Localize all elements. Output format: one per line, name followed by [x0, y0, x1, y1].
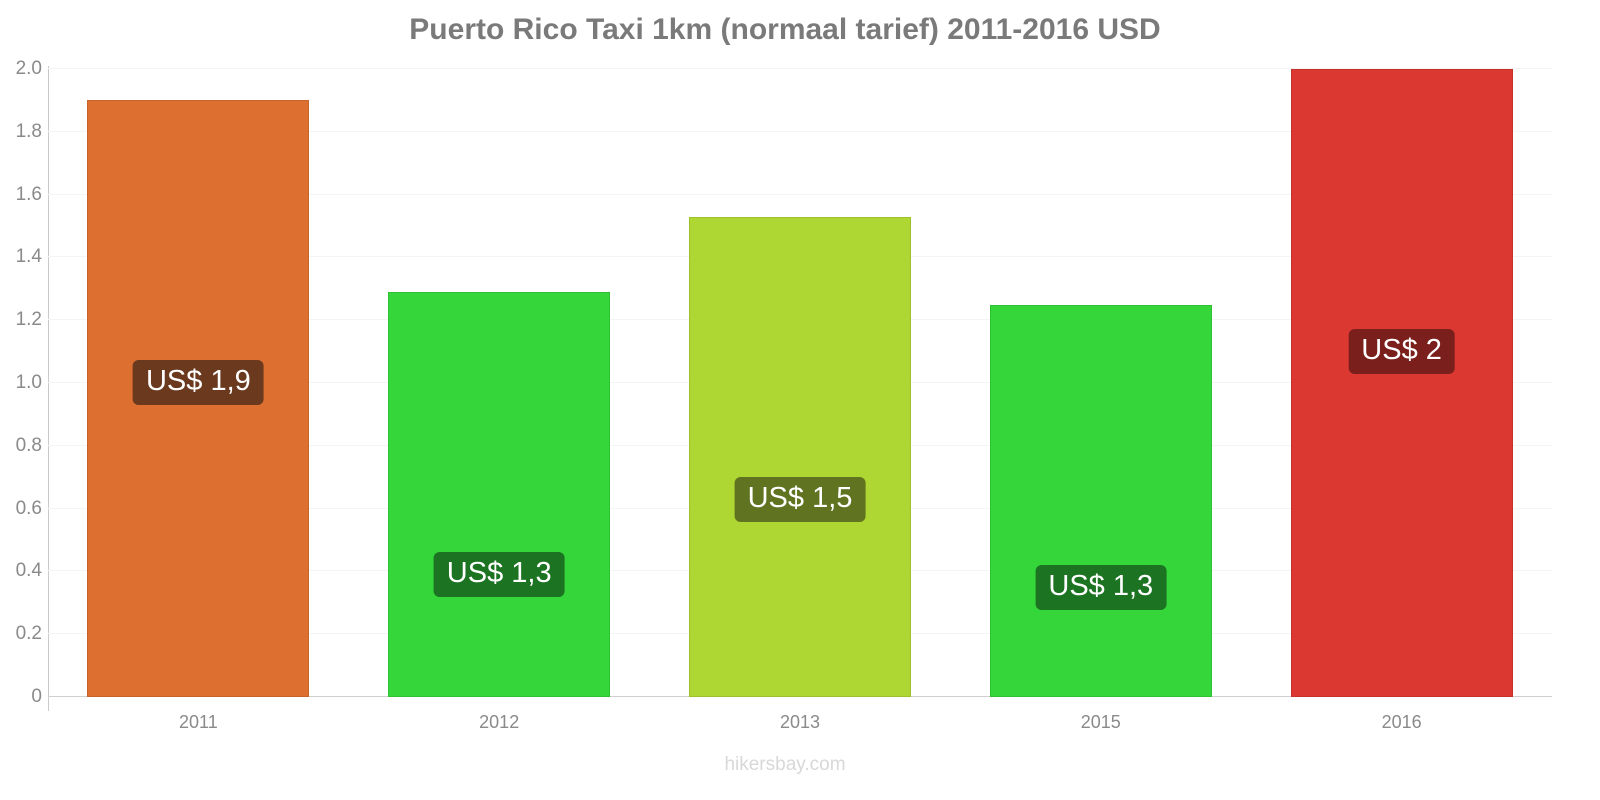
bar[interactable]: US$ 1,3	[989, 304, 1212, 697]
x-tick-label: 2012	[479, 712, 520, 732]
bar[interactable]: US$ 2	[1290, 69, 1513, 697]
y-tick-label: 0.4	[15, 560, 42, 582]
bar-value-label: US$ 1,3	[1035, 564, 1167, 610]
page-title: Puerto Rico Taxi 1km (normaal tarief) 20…	[409, 13, 1161, 46]
bar-value-label: US$ 1,5	[734, 476, 866, 522]
y-tick-label: 2.0	[15, 58, 42, 79]
gridline	[48, 68, 1552, 69]
x-tick-label: 2011	[179, 712, 218, 732]
y-tick-label: 0.6	[15, 497, 42, 519]
bar[interactable]: US$ 1,5	[689, 216, 911, 697]
bar[interactable]: US$ 1,9	[87, 100, 310, 697]
x-tick-label: 2016	[1381, 712, 1422, 732]
x-tick-label: 2015	[1080, 712, 1121, 732]
bar-rect	[689, 216, 911, 697]
bar-rect	[989, 304, 1212, 697]
gridline	[48, 130, 1552, 132]
y-tick-label: 1.2	[15, 309, 42, 331]
y-axis-line	[48, 66, 49, 711]
bar-rect	[388, 291, 611, 697]
bar-value-label: US$ 1,9	[132, 360, 264, 406]
footer-watermark: hikersbay.com	[724, 754, 846, 775]
plot-area: US$ 1,9 US$ 1,3 US$ 1,5 US$ 1,3 US$ 2	[48, 68, 1552, 697]
x-tick-label: 2013	[779, 712, 821, 732]
y-tick-label: 0.2	[15, 623, 42, 645]
y-tick-label: 1.0	[15, 372, 42, 393]
bar-value-label: US$ 2	[1348, 329, 1455, 374]
y-tick-label: 1.6	[15, 183, 42, 205]
gridline	[48, 193, 1552, 195]
y-tick-label: 0.8	[15, 434, 42, 456]
bar-value-label: US$ 1,3	[433, 551, 565, 597]
bar-rect	[1290, 69, 1513, 697]
y-tick-label: 1.4	[15, 246, 42, 268]
y-tick-label: 1.8	[15, 120, 42, 142]
y-tick-label: 0	[31, 686, 42, 707]
bar[interactable]: US$ 1,3	[388, 291, 611, 697]
